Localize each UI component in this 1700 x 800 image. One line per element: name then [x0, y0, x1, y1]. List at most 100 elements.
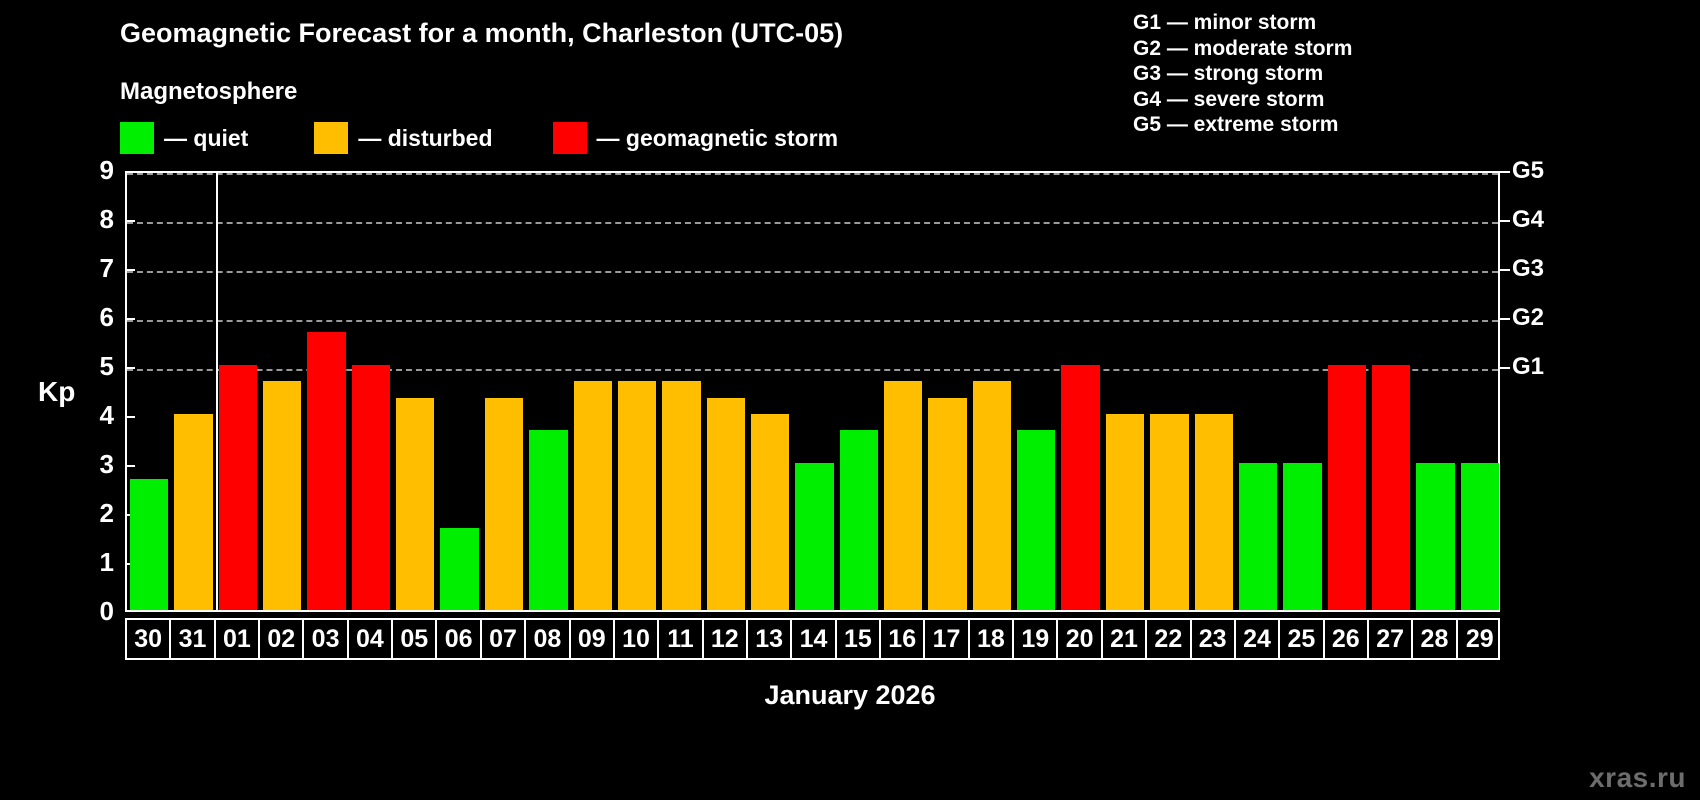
day-label-08[interactable]: 08 — [526, 620, 571, 658]
bar-day-22[interactable] — [1150, 414, 1189, 610]
bar-day-25[interactable] — [1283, 463, 1322, 610]
g-scale-row-g3: G3 — strong storm — [1133, 62, 1324, 86]
bar-day-29[interactable] — [1460, 463, 1499, 610]
day-label-09[interactable]: 09 — [571, 620, 615, 658]
bar-day-10[interactable] — [617, 381, 657, 610]
bar-day-20[interactable] — [1061, 365, 1100, 610]
g-scale-row-g2: G2 — moderate storm — [1133, 36, 1353, 60]
bar-day-31[interactable] — [174, 414, 213, 610]
day-label-10[interactable]: 10 — [615, 620, 660, 658]
legend-label-quiet: — quiet — [164, 124, 249, 151]
day-label-23[interactable]: 23 — [1192, 620, 1236, 658]
y-tick-mark-6 — [125, 318, 135, 320]
bar-day-05[interactable] — [396, 397, 435, 610]
y-tick-mark-3 — [125, 465, 135, 467]
bar-day-26[interactable] — [1327, 365, 1366, 610]
bar-day-24[interactable] — [1238, 463, 1278, 610]
bar-day-12[interactable] — [706, 397, 745, 610]
bar-day-21[interactable] — [1105, 414, 1145, 610]
day-label-04[interactable]: 04 — [349, 620, 394, 658]
legend-item-storm: — geomagnetic storm — [552, 121, 839, 155]
day-label-29[interactable]: 29 — [1465, 624, 1494, 653]
day-label-14[interactable]: 14 — [792, 620, 837, 658]
bar-day-28[interactable] — [1416, 463, 1455, 610]
bar-day-14[interactable] — [795, 463, 834, 610]
day-label-27[interactable]: 27 — [1369, 620, 1414, 658]
bar-day-27[interactable] — [1371, 365, 1411, 610]
y-tick-label-8: 8 — [99, 204, 114, 234]
day-label-24[interactable]: 24 — [1236, 620, 1281, 658]
y-tick-label-5: 5 — [99, 351, 114, 381]
bars-layer — [127, 173, 1499, 610]
bar-day-06[interactable] — [440, 528, 479, 610]
g-tick-label-g5: G5 — [1512, 157, 1545, 184]
day-label-11[interactable]: 11 — [659, 620, 704, 658]
y-tick-label-7: 7 — [99, 253, 114, 283]
bar-day-15[interactable] — [839, 430, 879, 610]
bar-day-08[interactable] — [529, 430, 568, 610]
magnetosphere-section-label: Magnetosphere — [120, 78, 298, 105]
bar-day-02[interactable] — [263, 381, 302, 610]
legend-label-storm: — geomagnetic storm — [596, 124, 839, 151]
y-tick-label-6: 6 — [99, 302, 114, 332]
day-label-22[interactable]: 22 — [1147, 620, 1192, 658]
day-label-19[interactable]: 19 — [1014, 620, 1059, 658]
disturbed-color-swatch — [314, 122, 349, 154]
day-label-06[interactable]: 06 — [437, 620, 482, 658]
bar-day-07[interactable] — [484, 397, 524, 610]
g-scale-row-g4: G4 — severe storm — [1133, 87, 1325, 111]
g-tick-mark-g2 — [1500, 318, 1510, 320]
bar-day-04[interactable] — [351, 365, 391, 610]
bar-day-17[interactable] — [928, 397, 967, 610]
day-axis-strip: 30 31 01 02 03 04 05 06 07 08 09 10 11 12 13 14 15 16 17 18… — [125, 618, 1500, 660]
bar-day-03[interactable] — [307, 332, 346, 610]
y-tick-label-9: 9 — [99, 155, 114, 185]
day-label-31[interactable]: 31 — [171, 620, 216, 658]
bar-day-30[interactable] — [130, 479, 169, 610]
x-axis-label: January 2026 — [764, 680, 936, 710]
gridlines — [127, 173, 1498, 610]
day-label-05[interactable]: 05 — [393, 620, 438, 658]
g-tick-mark-g1 — [1500, 367, 1510, 369]
g-scale-row-g5: G5 — extreme storm — [1133, 113, 1339, 137]
day-label-15[interactable]: 15 — [837, 620, 882, 658]
day-label-21[interactable]: 21 — [1103, 620, 1148, 658]
y-tick-mark-5 — [125, 367, 135, 369]
day-label-20[interactable]: 20 — [1058, 620, 1103, 658]
gridline — [127, 271, 1498, 273]
day-label-26[interactable]: 26 — [1325, 620, 1369, 658]
bar-day-18[interactable] — [972, 381, 1012, 610]
day-label-25[interactable]: 25 — [1280, 620, 1325, 658]
y-tick-mark-8 — [125, 220, 135, 222]
bar-day-11[interactable] — [662, 381, 701, 610]
day-label-18[interactable]: 18 — [970, 620, 1015, 658]
bar-day-19[interactable] — [1017, 430, 1056, 610]
bar-day-09[interactable] — [573, 381, 612, 610]
day-label-30[interactable]: 30 — [127, 620, 172, 658]
day-label-16[interactable]: 16 — [881, 620, 926, 658]
day-label-07[interactable]: 07 — [482, 620, 527, 658]
g-axis-tick-labels: G1 G2 G3 G4 G5 — [1512, 0, 1582, 800]
day-label-02[interactable]: 02 — [260, 620, 305, 658]
day-label-03[interactable]: 03 — [304, 620, 349, 658]
day-label-01[interactable]: 01 — [216, 620, 261, 658]
legend-label-disturbed: — disturbed — [358, 124, 493, 151]
bar-day-13[interactable] — [750, 414, 790, 610]
storm-color-swatch — [552, 122, 587, 154]
day-label-28[interactable]: 28 — [1413, 620, 1458, 658]
y-tick-mark-4 — [125, 416, 135, 418]
day-label-17[interactable]: 17 — [925, 620, 970, 658]
g-tick-label-g3: G3 — [1512, 255, 1545, 282]
bar-day-23[interactable] — [1194, 414, 1233, 610]
bar-day-16[interactable] — [884, 381, 923, 610]
quiet-color-swatch — [120, 122, 154, 154]
legend-item-quiet: — quiet — [120, 121, 248, 155]
legend-item-disturbed: — disturbed — [314, 121, 493, 155]
y-tick-label-4: 4 — [99, 400, 114, 430]
gridline — [127, 320, 1498, 322]
day-label-12[interactable]: 12 — [704, 620, 748, 658]
bar-day-01[interactable] — [218, 365, 258, 610]
page-title: Geomagnetic Forecast for a month, Charle… — [120, 18, 844, 48]
g-tick-label-g2: G2 — [1512, 304, 1545, 331]
day-label-13[interactable]: 13 — [748, 620, 793, 658]
